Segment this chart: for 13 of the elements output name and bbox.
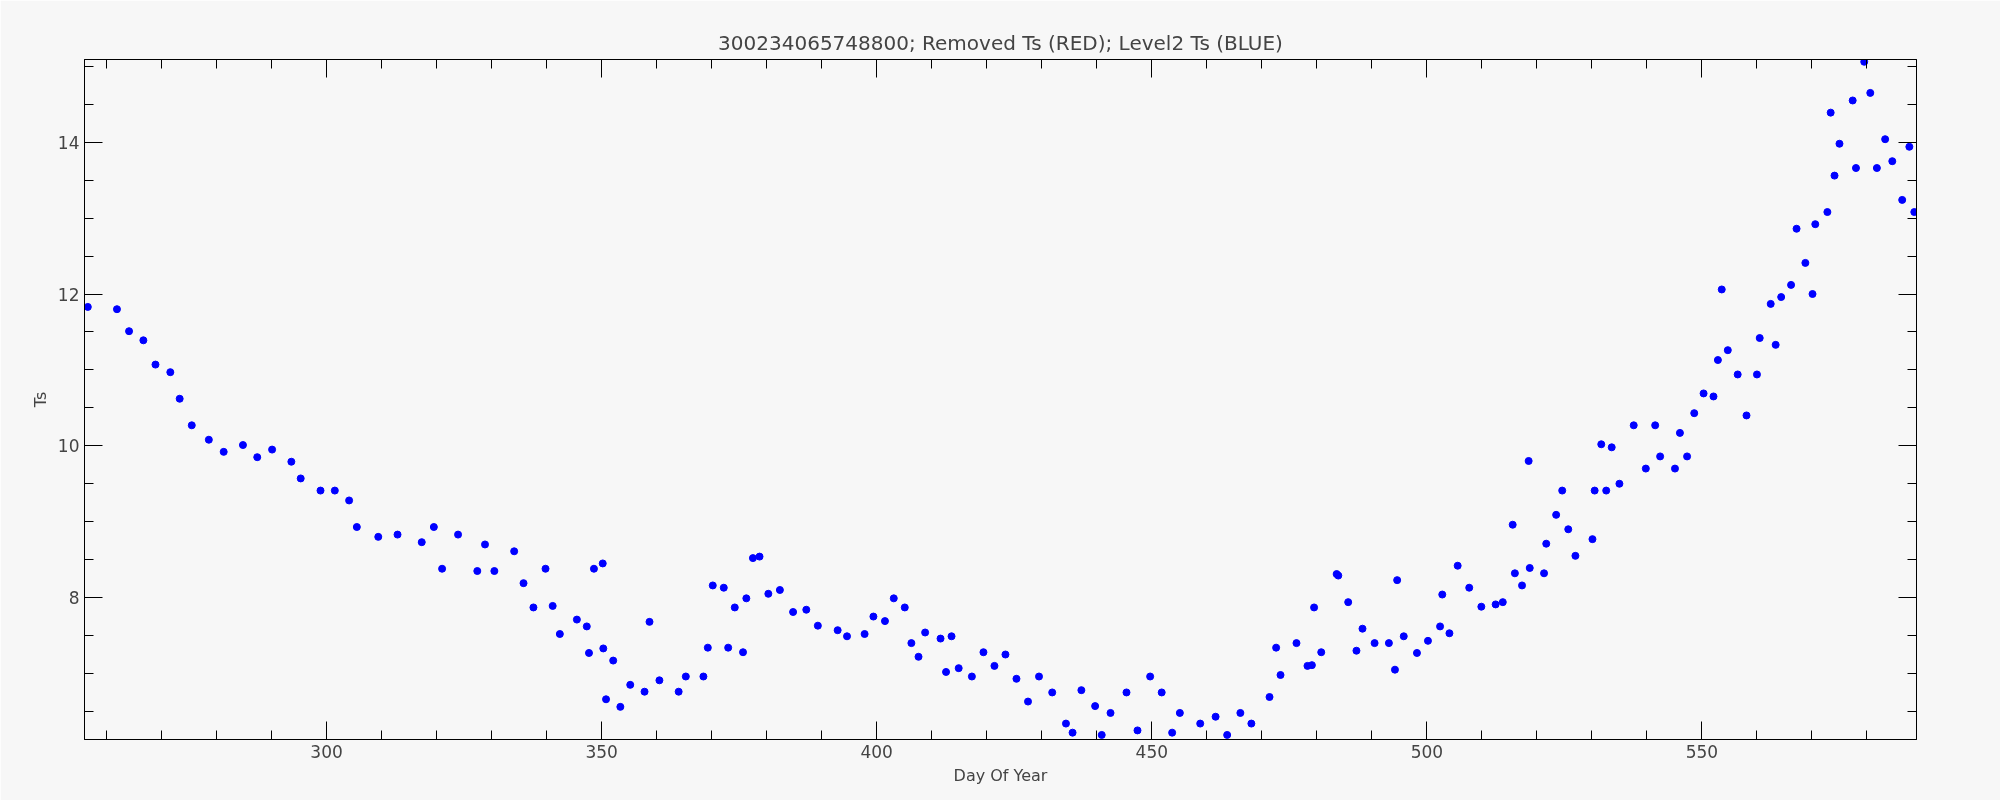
x-tick-label: 450 <box>1135 741 1169 762</box>
y-tick-label: 8 <box>68 588 80 609</box>
y-tick-label: 14 <box>57 132 80 153</box>
x-tick-label: 550 <box>1685 741 1719 762</box>
y-tick-label: 12 <box>57 284 80 305</box>
x-tick-label: 350 <box>585 741 618 762</box>
x-tick-label: 400 <box>860 741 893 762</box>
y-axis-title: Ts <box>30 391 50 409</box>
chart-title: 300234065748800; Removed Ts (RED); Level2 Ts (BLUE) <box>718 30 1283 55</box>
x-tick-label: 300 <box>310 741 343 762</box>
x-axis-title: Day Of Year <box>953 765 1048 785</box>
x-tick-label: 500 <box>1410 741 1444 762</box>
y-tick-label: 10 <box>57 436 80 457</box>
